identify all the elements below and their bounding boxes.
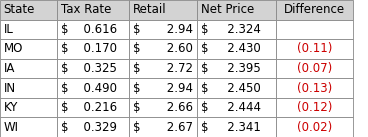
Text: $       2.67: $ 2.67 <box>133 121 193 134</box>
Bar <box>197 59 276 78</box>
Bar <box>197 20 276 39</box>
Bar <box>0 78 57 98</box>
Text: $     2.395: $ 2.395 <box>201 62 261 75</box>
Text: $       2.94: $ 2.94 <box>133 82 193 95</box>
Bar <box>129 39 197 59</box>
Bar <box>197 39 276 59</box>
Bar <box>197 78 276 98</box>
Text: IN: IN <box>4 82 16 95</box>
Bar <box>129 78 197 98</box>
Text: IA: IA <box>4 62 15 75</box>
Text: Net Price: Net Price <box>201 3 255 16</box>
Text: $    0.170: $ 0.170 <box>61 42 117 55</box>
Text: $       2.72: $ 2.72 <box>133 62 193 75</box>
Text: $     2.324: $ 2.324 <box>201 23 261 36</box>
Bar <box>0 20 57 39</box>
Bar <box>276 20 353 39</box>
Text: State: State <box>4 3 35 16</box>
Bar <box>0 117 57 137</box>
Text: $       2.94: $ 2.94 <box>133 23 193 36</box>
Bar <box>0 0 57 20</box>
Bar <box>129 0 197 20</box>
Bar <box>57 0 129 20</box>
Bar <box>129 98 197 117</box>
Text: $     2.444: $ 2.444 <box>201 101 261 114</box>
Text: Tax Rate: Tax Rate <box>61 3 112 16</box>
Text: $     2.450: $ 2.450 <box>201 82 261 95</box>
Text: $       2.60: $ 2.60 <box>133 42 193 55</box>
Text: Difference: Difference <box>284 3 345 16</box>
Bar <box>57 78 129 98</box>
Bar <box>276 39 353 59</box>
Bar <box>276 117 353 137</box>
Bar <box>129 59 197 78</box>
Text: $    0.329: $ 0.329 <box>61 121 117 134</box>
Text: $     2.341: $ 2.341 <box>201 121 261 134</box>
Bar <box>0 59 57 78</box>
Text: $     2.430: $ 2.430 <box>201 42 261 55</box>
Text: $    0.216: $ 0.216 <box>61 101 118 114</box>
Text: IL: IL <box>4 23 14 36</box>
Bar <box>57 117 129 137</box>
Bar <box>197 98 276 117</box>
Text: WI: WI <box>4 121 19 134</box>
Bar <box>276 78 353 98</box>
Text: KY: KY <box>4 101 18 114</box>
Bar <box>57 59 129 78</box>
Bar <box>57 20 129 39</box>
Text: (0.07): (0.07) <box>297 62 332 75</box>
Text: (0.13): (0.13) <box>297 82 332 95</box>
Text: Retail: Retail <box>133 3 167 16</box>
Text: $    0.616: $ 0.616 <box>61 23 118 36</box>
Bar <box>0 39 57 59</box>
Text: (0.12): (0.12) <box>297 101 332 114</box>
Bar <box>197 0 276 20</box>
Text: $       2.66: $ 2.66 <box>133 101 193 114</box>
Bar <box>276 59 353 78</box>
Bar <box>129 117 197 137</box>
Bar <box>57 98 129 117</box>
Bar <box>129 20 197 39</box>
Bar <box>57 39 129 59</box>
Text: $    0.325: $ 0.325 <box>61 62 117 75</box>
Text: (0.02): (0.02) <box>297 121 332 134</box>
Bar <box>276 0 353 20</box>
Text: $    0.490: $ 0.490 <box>61 82 117 95</box>
Text: MO: MO <box>4 42 23 55</box>
Bar <box>197 117 276 137</box>
Bar <box>276 98 353 117</box>
Text: (0.11): (0.11) <box>297 42 332 55</box>
Bar <box>0 98 57 117</box>
